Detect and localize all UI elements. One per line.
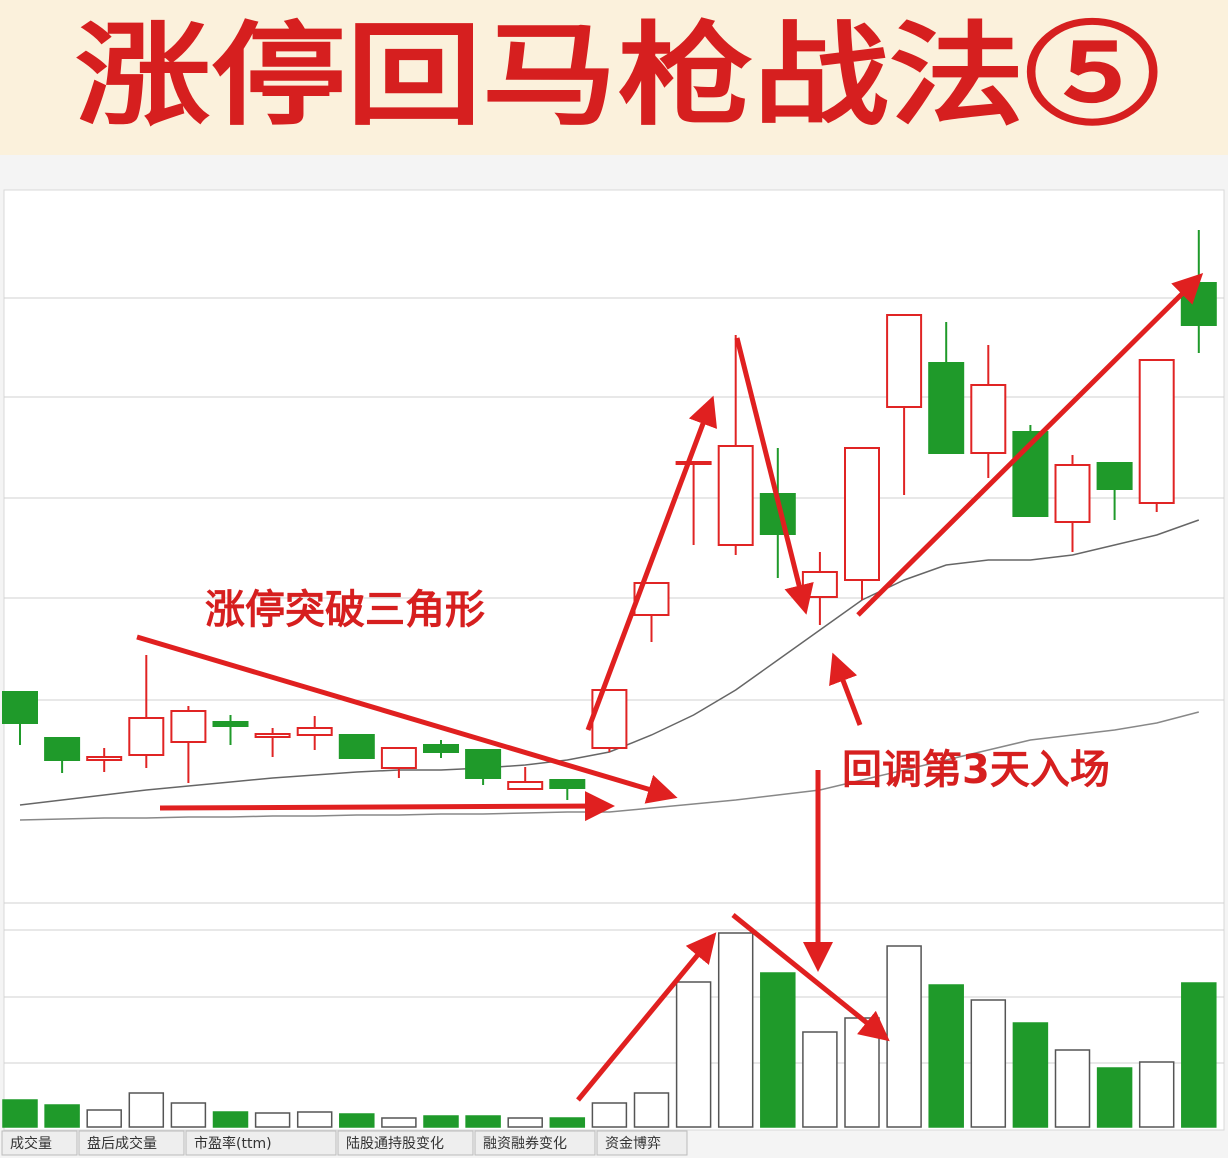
- volume-bar: [296, 1111, 333, 1128]
- tab: [596, 1130, 688, 1156]
- volume-bar: [2, 1099, 38, 1128]
- volume-bar: [717, 932, 754, 1128]
- title-band: [0, 0, 1228, 155]
- volume-bar: [802, 1031, 838, 1128]
- candle-body: [44, 737, 81, 761]
- candle-body: [970, 384, 1007, 454]
- tab: [185, 1130, 337, 1156]
- volume-bar: [1054, 1049, 1091, 1128]
- tab: [78, 1130, 185, 1156]
- volume-bar: [128, 1092, 165, 1128]
- annotation: 回调第3天入场: [842, 747, 1110, 793]
- volume-bar: [675, 981, 712, 1128]
- candle-body: [801, 571, 838, 598]
- tab-label[interactable]: 融资融券变化: [483, 1136, 567, 1152]
- volume-bar: [339, 1113, 375, 1128]
- candle-body: [844, 447, 880, 581]
- candle-body: [1054, 464, 1091, 523]
- candle-body: [759, 493, 796, 535]
- volume-bar: [928, 984, 964, 1128]
- volume-bar: [465, 1115, 501, 1128]
- candle-body: [2, 691, 38, 724]
- candle-body: [170, 710, 207, 743]
- volume-bar: [1012, 1022, 1049, 1128]
- volume-bar: [549, 1117, 586, 1128]
- volume-bar: [507, 1117, 543, 1128]
- candle-body: [128, 717, 165, 756]
- tab: [1, 1130, 78, 1156]
- candle-body: [675, 461, 712, 465]
- tab-label[interactable]: 陆股通持股变化: [346, 1136, 444, 1152]
- candle-body: [1096, 462, 1133, 490]
- candle-body: [507, 781, 544, 790]
- tab-label[interactable]: 市盈率(ttm): [194, 1135, 272, 1152]
- candle-body: [1138, 359, 1175, 504]
- annotation: 涨停突破三角形: [205, 587, 485, 633]
- volume-bar: [170, 1102, 207, 1128]
- candle-body: [212, 721, 249, 727]
- volume-bar: [254, 1112, 291, 1128]
- volume-bar: [86, 1109, 122, 1128]
- volume-bar: [591, 1102, 628, 1128]
- volume-bar: [970, 999, 1007, 1128]
- volume-bar: [212, 1111, 249, 1128]
- tab-label[interactable]: 盘后成交量: [87, 1135, 157, 1152]
- candle-body: [886, 314, 923, 408]
- volume-bar: [1138, 1061, 1175, 1128]
- candle-body: [423, 744, 459, 753]
- candle-body: [86, 756, 123, 761]
- volume-bar: [423, 1115, 459, 1128]
- tab-label[interactable]: 成交量: [10, 1135, 52, 1152]
- tab-label[interactable]: 资金博弈: [605, 1135, 661, 1152]
- volume-bar: [44, 1104, 80, 1128]
- candle-body: [633, 582, 670, 616]
- candle-body: [254, 733, 291, 738]
- candle-body: [928, 362, 965, 454]
- candle-body: [465, 749, 502, 779]
- candle-body: [549, 779, 586, 789]
- tab: [337, 1130, 474, 1156]
- candle-body: [380, 747, 417, 769]
- annotation-arrows: [136, 272, 1204, 1102]
- candle-body: [717, 445, 754, 546]
- candle-body: [338, 734, 375, 759]
- chart-title: 涨停回马枪战法⑤: [75, 10, 1160, 141]
- volume-bar: [1181, 982, 1217, 1128]
- volume-bar: [844, 1017, 880, 1128]
- volume-bar: [760, 972, 796, 1128]
- volume-bar: [886, 945, 922, 1128]
- volume-bar: [633, 1092, 670, 1128]
- volume-bar: [381, 1117, 417, 1128]
- candle-body: [296, 727, 333, 736]
- tab: [474, 1130, 596, 1156]
- volume-bar: [1096, 1067, 1133, 1128]
